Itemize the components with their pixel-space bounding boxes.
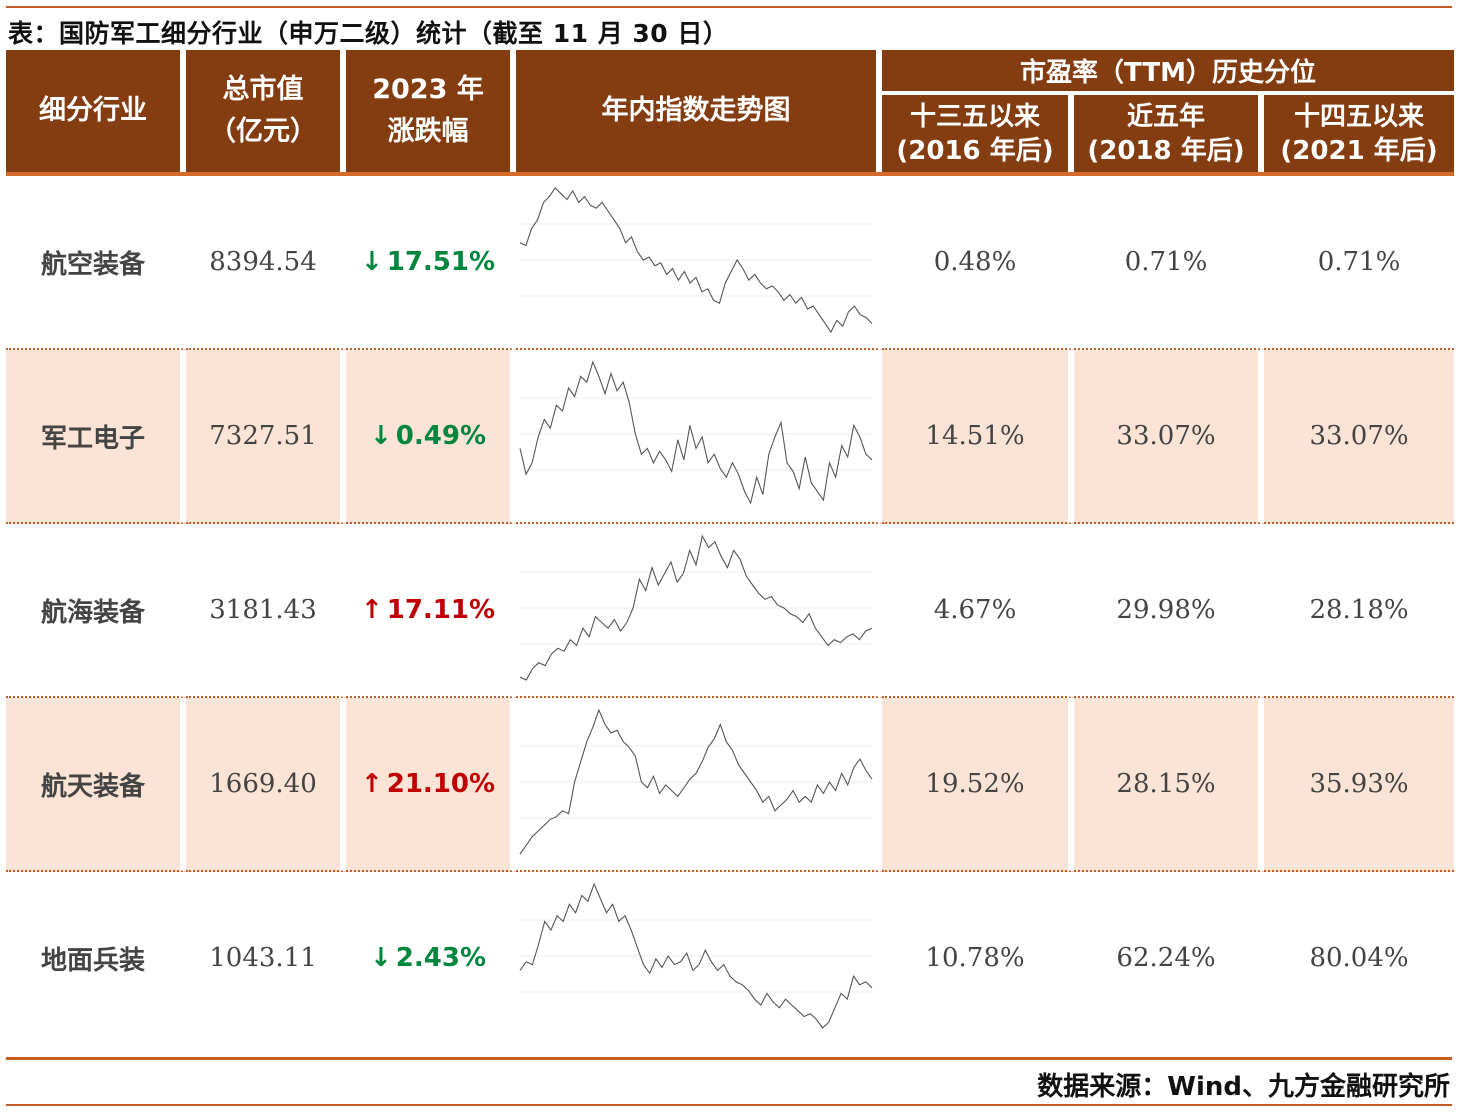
header-pe-2018-line1: 近五年 bbox=[1126, 101, 1205, 132]
sparkline-series bbox=[519, 534, 873, 681]
top-rule bbox=[6, 6, 1452, 8]
trend-chart-cell bbox=[516, 698, 882, 872]
trend-sparkline bbox=[519, 360, 873, 505]
arrow-up-icon: ↑ bbox=[360, 769, 383, 799]
arrow-down-icon: ↓ bbox=[370, 943, 392, 973]
trend-chart-cell bbox=[516, 176, 882, 350]
header-sector: 细分行业 bbox=[6, 50, 186, 172]
header-pe-2018: 近五年 (2018 年后) bbox=[1074, 95, 1264, 172]
header-pe-2016-line1: 十三五以来 bbox=[909, 101, 1040, 132]
header-mktcap-line1: 总市值 bbox=[222, 74, 304, 105]
pe-percentile-2021: 80.04% bbox=[1309, 943, 1409, 973]
pe-percentile-2018: 29.98% bbox=[1074, 524, 1264, 698]
header-pe-2016-line2: (2016 年后) bbox=[896, 135, 1054, 166]
table-row: 航空装备 8394.54 ↓ 17.51% 0.48% 0.71% 0.71% bbox=[6, 176, 1455, 350]
ytd-change-value: 17.11% bbox=[386, 595, 496, 625]
pe-percentile-2021: 33.07% bbox=[1264, 350, 1455, 524]
pe-percentile-2018: 0.71% bbox=[1074, 176, 1264, 350]
pe-percentile-2021: 35.93% bbox=[1264, 698, 1455, 872]
ytd-change-value: 21.10% bbox=[386, 769, 496, 799]
market-cap: 1669.40 bbox=[186, 698, 346, 872]
header-trend: 年内指数走势图 bbox=[516, 50, 882, 172]
pe-percentile-2018: 33.07% bbox=[1074, 350, 1264, 524]
source-note: 数据来源：Wind、九方金融研究所 bbox=[1037, 1072, 1450, 1102]
sparkline-series bbox=[519, 708, 873, 855]
header-mktcap: 总市值 （亿元） bbox=[186, 50, 346, 172]
table-row: 军工电子 7327.51 ↓ 0.49% 14.51% 33.07% 33.07% bbox=[6, 350, 1455, 524]
table-row: 地面兵装 1043.11 ↓ 2.43% 10.78% 62.24% 80.04% bbox=[6, 872, 1454, 1044]
table-row: 航天装备 1669.40 ↑ 21.10% 19.52% 28.15% 35.93… bbox=[6, 698, 1455, 872]
sparkline-series bbox=[519, 882, 873, 1029]
trend-sparkline bbox=[519, 187, 873, 334]
market-cap: 1043.11 bbox=[186, 872, 346, 1044]
arrow-down-icon: ↓ bbox=[370, 421, 392, 451]
ytd-change: ↑ 17.11% bbox=[346, 524, 516, 698]
trend-sparkline bbox=[519, 534, 873, 681]
header-pe-2021-line2: (2021 年后) bbox=[1280, 135, 1438, 166]
pe-percentile-2021: 28.18% bbox=[1264, 524, 1455, 698]
header-pe-group: 市盈率（TTM）历史分位 bbox=[882, 50, 1455, 95]
sector-name: 航天装备 bbox=[6, 698, 186, 872]
market-cap: 7327.51 bbox=[186, 350, 346, 524]
ytd-change: ↓ 17.51% bbox=[346, 176, 516, 350]
arrow-up-icon: ↑ bbox=[360, 595, 383, 625]
ytd-change: ↓ 2.43% bbox=[346, 872, 516, 1044]
sparkline-series bbox=[519, 360, 873, 505]
bottom-rule bbox=[6, 1057, 1452, 1060]
ytd-change-value: 2.43% bbox=[395, 943, 486, 973]
pe-percentile-2021: 0.71% bbox=[1264, 176, 1455, 350]
pe-percentile-2016: 4.67% bbox=[882, 524, 1074, 698]
sector-name: 地面兵装 bbox=[6, 872, 186, 1044]
header-mktcap-line2: （亿元） bbox=[209, 116, 317, 147]
trend-sparkline bbox=[519, 708, 873, 855]
header-change-line1: 2023 年 bbox=[372, 74, 484, 105]
sector-stats-table: 细分行业 总市值 （亿元） 2023 年 涨跌幅 年内指数走势图 市盈率（TTM… bbox=[6, 50, 1455, 1044]
market-cap: 8394.54 bbox=[186, 176, 346, 350]
ytd-change: ↓ 0.49% bbox=[346, 350, 516, 524]
pe-percentile-2018: 28.15% bbox=[1074, 698, 1264, 872]
pe-percentile-2018: 62.24% bbox=[1074, 872, 1264, 1044]
market-cap: 3181.43 bbox=[186, 524, 346, 698]
ytd-change: ↑ 21.10% bbox=[346, 698, 516, 872]
header-underline bbox=[6, 172, 1455, 176]
header-pe-2018-line2: (2018 年后) bbox=[1087, 135, 1245, 166]
header-pe-2021-line1: 十四五以来 bbox=[1294, 101, 1425, 132]
sector-name: 航海装备 bbox=[6, 524, 186, 698]
header-pe-2021: 十四五以来 (2021 年后) bbox=[1264, 95, 1455, 172]
pe-percentile-2016: 10.78% bbox=[882, 872, 1074, 1044]
sector-name: 军工电子 bbox=[6, 350, 186, 524]
table-row: 航海装备 3181.43 ↑ 17.11% 4.67% 29.98% 28.18% bbox=[6, 524, 1455, 698]
header-pe-2016: 十三五以来 (2016 年后) bbox=[882, 95, 1074, 172]
ytd-change-value: 0.49% bbox=[395, 421, 486, 451]
trend-chart-cell bbox=[516, 350, 882, 524]
arrow-down-icon: ↓ bbox=[360, 247, 383, 277]
sparkline-series bbox=[519, 187, 873, 334]
trend-chart-cell bbox=[516, 524, 882, 698]
pe-percentile-2016: 0.48% bbox=[882, 176, 1074, 350]
header-change: 2023 年 涨跌幅 bbox=[346, 50, 516, 172]
sector-name: 航空装备 bbox=[6, 176, 186, 350]
pe-percentile-2016: 14.51% bbox=[882, 350, 1074, 524]
table-title: 表：国防军工细分行业（申万二级）统计（截至 11 月 30 日） bbox=[8, 19, 729, 48]
footer-rule bbox=[6, 1104, 1452, 1106]
trend-chart-cell bbox=[516, 872, 882, 1044]
header-change-line2: 涨跌幅 bbox=[387, 116, 469, 147]
ytd-change-value: 17.51% bbox=[386, 247, 496, 277]
trend-sparkline bbox=[519, 882, 873, 1029]
pe-percentile-2016: 19.52% bbox=[882, 698, 1074, 872]
